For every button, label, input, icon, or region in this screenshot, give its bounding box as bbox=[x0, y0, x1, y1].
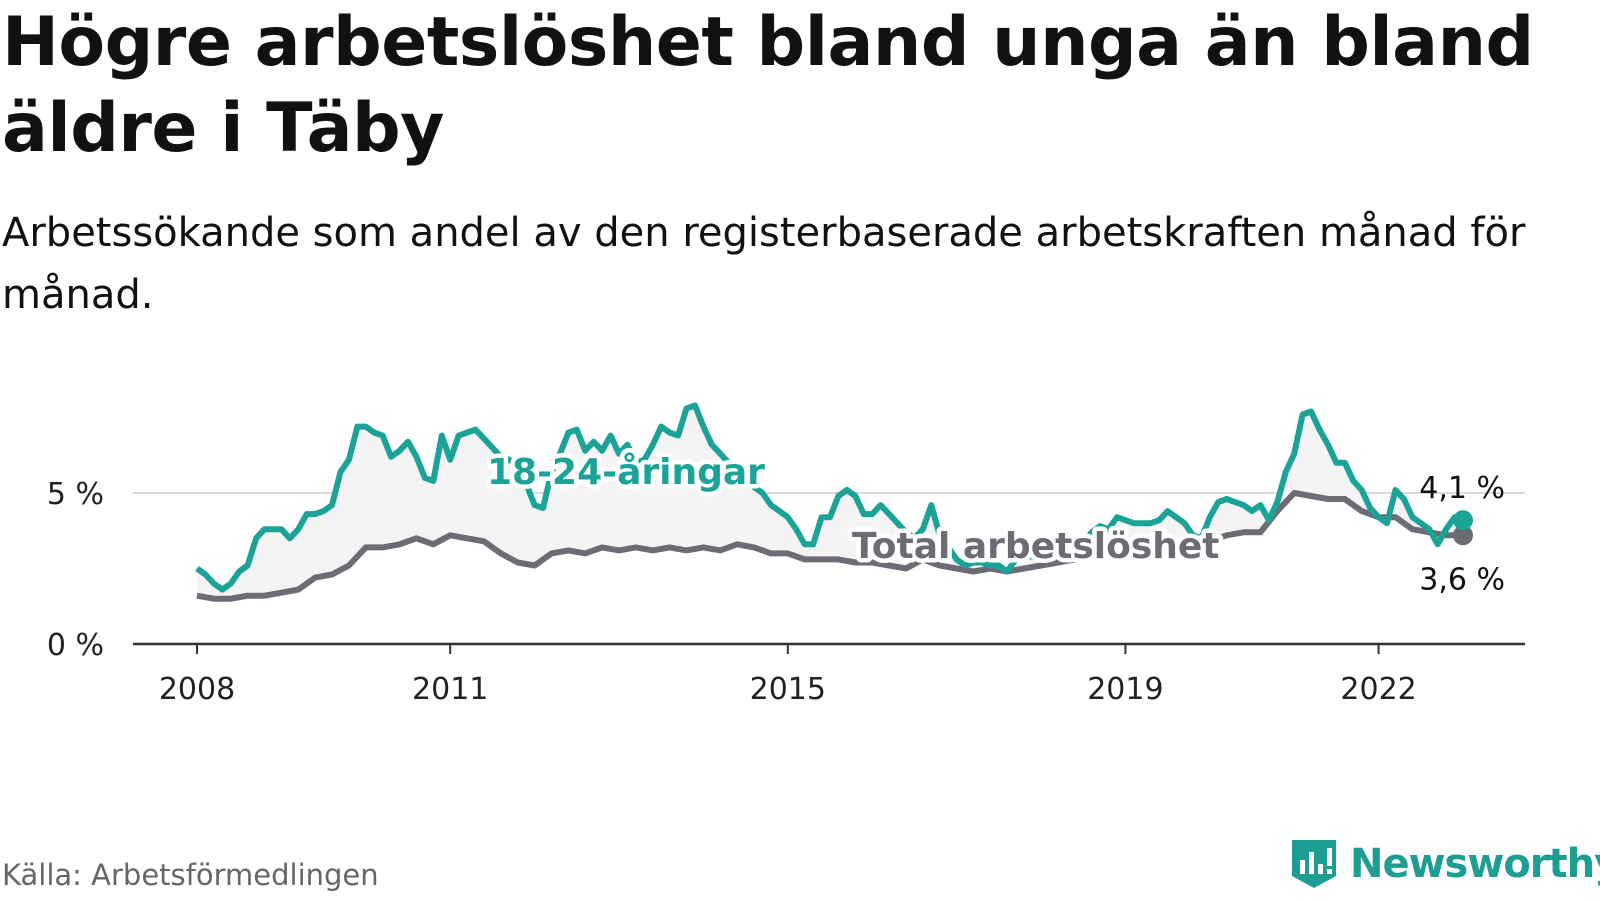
chart-subtitle: Arbetssökande som andel av den registerb… bbox=[2, 210, 1526, 318]
x-tick-label: 2015 bbox=[750, 672, 826, 707]
line-chart: 0 % 5 % 2008 2011 2015 2019 2022 4,1 % 3,6 % 18… bbox=[47, 402, 1525, 707]
series-line-total bbox=[196, 490, 1463, 602]
difference-band bbox=[197, 405, 1463, 599]
end-label-youth: 4,1 % bbox=[1419, 471, 1505, 506]
x-tick-label: 2008 bbox=[159, 672, 235, 707]
x-axis: 2008 2011 2015 2019 2022 bbox=[133, 642, 1525, 707]
y-tick-label: 5 % bbox=[47, 477, 104, 512]
x-tick-label: 2019 bbox=[1087, 672, 1163, 707]
brand-logo[interactable]: Newsworthy bbox=[1288, 838, 1600, 890]
series-label-youth: 18-24-åringar bbox=[487, 452, 765, 493]
brand-name: Newsworthy bbox=[1350, 841, 1600, 887]
end-marker-youth bbox=[1453, 510, 1473, 531]
series-line-youth bbox=[195, 402, 1465, 593]
series-label-total: Total arbetslöshet bbox=[852, 526, 1220, 567]
end-label-total: 3,6 % bbox=[1419, 562, 1505, 597]
x-tick-label: 2011 bbox=[412, 672, 488, 707]
x-tick-label: 2022 bbox=[1340, 672, 1416, 707]
end-marker-total bbox=[1453, 525, 1473, 546]
chart-title: Högre arbetslöshet bland unga än bland ä… bbox=[2, 3, 1534, 168]
y-tick-label: 0 % bbox=[47, 628, 104, 663]
newsworthy-logo-icon bbox=[1292, 840, 1336, 888]
label-layer: 4,1 % 3,6 % 18-24-åringar Total arbetslöshe… bbox=[483, 448, 1506, 598]
source-note: Källa: Arbetsförmedlingen bbox=[2, 858, 379, 892]
